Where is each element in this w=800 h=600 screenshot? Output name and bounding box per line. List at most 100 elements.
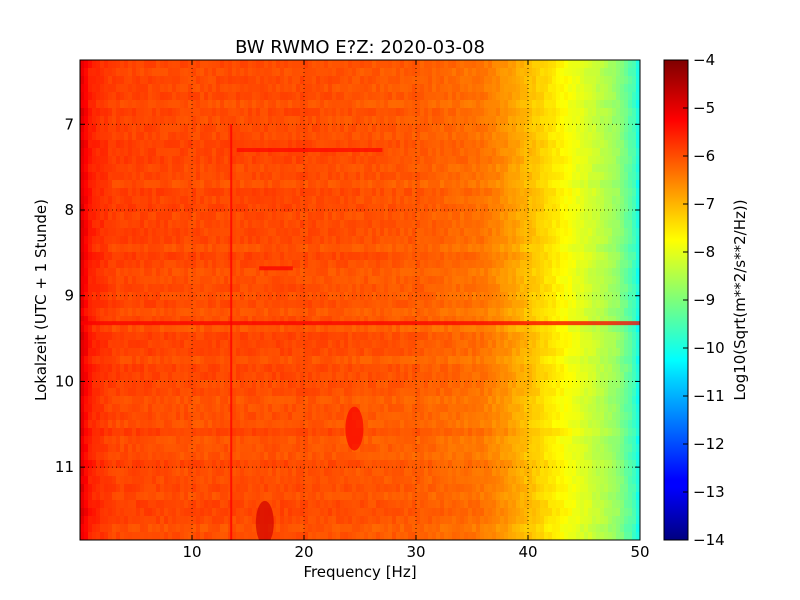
heatmap-cell — [620, 140, 625, 149]
heatmap-cell — [440, 156, 445, 165]
heatmap-cell — [532, 116, 537, 125]
heatmap-cell — [556, 140, 561, 149]
heatmap-cell — [124, 236, 129, 245]
heatmap-cell — [476, 92, 481, 101]
heatmap-cell — [212, 76, 217, 85]
heatmap-cell — [348, 116, 353, 125]
heatmap-cell — [580, 84, 585, 93]
heatmap-cell — [344, 212, 349, 221]
heatmap-cell — [632, 300, 637, 309]
heatmap-cell — [276, 204, 281, 213]
heatmap-cell — [404, 316, 409, 325]
heatmap-cell — [516, 68, 521, 77]
heatmap-cell — [220, 172, 225, 181]
heatmap-cell — [600, 124, 605, 133]
heatmap-cell — [604, 212, 609, 221]
heatmap-cell — [588, 156, 593, 165]
heatmap-cell — [636, 228, 640, 237]
heatmap-cell — [480, 76, 485, 85]
heatmap-cell — [304, 188, 309, 197]
heatmap-cell — [528, 188, 533, 197]
heatmap-cell — [448, 284, 453, 293]
heatmap-cell — [380, 300, 385, 309]
heatmap-cell — [356, 84, 361, 93]
heatmap-cell — [624, 260, 629, 269]
heatmap-cell — [596, 212, 601, 221]
heatmap-cell — [252, 292, 257, 301]
heatmap-cell — [160, 276, 165, 285]
heatmap-cell — [380, 132, 385, 141]
heatmap-cell — [472, 316, 477, 325]
heatmap-cell — [432, 100, 437, 109]
heatmap-cell — [120, 268, 125, 277]
heatmap-cell — [508, 148, 513, 157]
heatmap-cell — [596, 172, 601, 181]
heatmap-cell — [88, 332, 93, 341]
heatmap-cell — [388, 84, 393, 93]
heatmap-cell — [464, 76, 469, 85]
heatmap-cell — [492, 100, 497, 109]
heatmap-cell — [220, 236, 225, 245]
heatmap-cell — [192, 236, 197, 245]
heatmap-cell — [204, 68, 209, 77]
heatmap-cell — [420, 124, 425, 133]
heatmap-cell — [340, 156, 345, 165]
heatmap-cell — [296, 316, 301, 325]
heatmap-cell — [632, 156, 637, 165]
heatmap-cell — [220, 284, 225, 293]
heatmap-cell — [324, 108, 329, 117]
heatmap-cell — [524, 68, 529, 77]
heatmap-cell — [148, 220, 153, 229]
heatmap-cell — [100, 108, 105, 117]
heatmap-cell — [144, 140, 149, 149]
heatmap-cell — [444, 60, 449, 69]
heatmap-cell — [524, 284, 529, 293]
heatmap-cell — [116, 244, 121, 253]
heatmap-cell — [636, 220, 640, 229]
heatmap-cell — [252, 340, 257, 349]
heatmap-cell — [280, 60, 285, 69]
heatmap-cell — [196, 148, 201, 157]
heatmap-cell — [420, 172, 425, 181]
heatmap-cell — [452, 196, 457, 205]
heatmap-cell — [276, 188, 281, 197]
heatmap-cell — [88, 284, 93, 293]
heatmap-cell — [196, 228, 201, 237]
heatmap-cell — [452, 276, 457, 285]
heatmap-cell — [184, 332, 189, 341]
heatmap-cell — [608, 292, 613, 301]
heatmap-cell — [388, 252, 393, 261]
heatmap-cell — [300, 116, 305, 125]
heatmap-cell — [220, 116, 225, 125]
heatmap-cell — [260, 284, 265, 293]
heatmap-cell — [384, 284, 389, 293]
heatmap-cell — [556, 308, 561, 317]
heatmap-cell — [604, 164, 609, 173]
heatmap-cell — [488, 260, 493, 269]
heatmap-cell — [380, 308, 385, 317]
heatmap-cell — [516, 100, 521, 109]
heatmap-cell — [160, 196, 165, 205]
heatmap-cell — [256, 60, 261, 69]
heatmap-cell — [352, 308, 357, 317]
heatmap-cell — [112, 188, 117, 197]
heatmap-cell — [92, 308, 97, 317]
heatmap-cell — [276, 132, 281, 141]
heatmap-cell — [200, 84, 205, 93]
heatmap-cell — [528, 284, 533, 293]
heatmap-cell — [608, 260, 613, 269]
heatmap-cell — [120, 332, 125, 341]
heatmap-cell — [96, 172, 101, 181]
heatmap-cell — [624, 212, 629, 221]
heatmap-cell — [200, 172, 205, 181]
heatmap-cell — [80, 244, 85, 253]
heatmap-cell — [512, 244, 517, 253]
heatmap-cell — [348, 292, 353, 301]
heatmap-cell — [296, 100, 301, 109]
heatmap-cell — [580, 108, 585, 117]
heatmap-cell — [544, 204, 549, 213]
heatmap-cell — [516, 252, 521, 261]
heatmap-cell — [604, 140, 609, 149]
heatmap-cell — [504, 252, 509, 261]
heatmap-cell — [296, 220, 301, 229]
